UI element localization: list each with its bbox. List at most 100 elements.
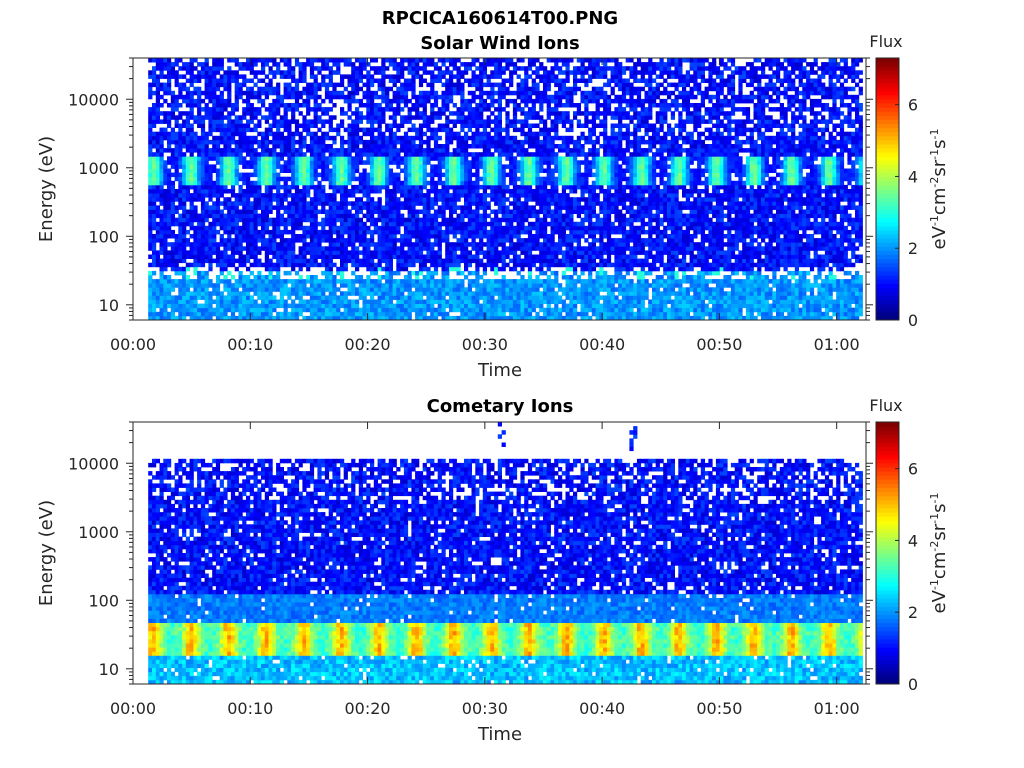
heatmap-cell xyxy=(250,295,254,300)
heatmap-cell xyxy=(317,95,321,100)
heatmap-cell xyxy=(156,91,160,96)
heatmap-cell xyxy=(265,173,269,178)
heatmap-cell xyxy=(152,189,156,194)
heatmap-cell xyxy=(348,210,352,215)
heatmap-cell xyxy=(186,275,190,280)
heatmap-cell xyxy=(378,132,382,137)
heatmap-cell xyxy=(314,132,318,137)
heatmap-cell xyxy=(276,103,280,108)
heatmap-cell xyxy=(314,218,318,223)
heatmap-cell xyxy=(148,177,152,182)
heatmap-cell xyxy=(160,83,164,88)
heatmap-cell xyxy=(385,197,389,202)
heatmap-cell xyxy=(156,287,160,292)
heatmap-cell xyxy=(494,193,498,198)
heatmap-cell xyxy=(483,295,487,300)
heatmap-cell xyxy=(449,152,453,157)
heatmap-cell xyxy=(445,193,449,198)
heatmap-cell xyxy=(276,107,280,112)
heatmap-cell xyxy=(348,226,352,231)
heatmap-cell xyxy=(178,291,182,296)
heatmap-cell xyxy=(242,246,246,251)
heatmap-cell xyxy=(381,164,385,169)
heatmap-cell xyxy=(287,156,291,161)
heatmap-cell xyxy=(419,295,423,300)
heatmap-cell xyxy=(186,95,190,100)
heatmap-cell xyxy=(378,83,382,88)
heatmap-cell xyxy=(223,83,227,88)
heatmap-cell xyxy=(156,152,160,157)
heatmap-cell xyxy=(381,181,385,186)
heatmap-cell xyxy=(291,201,295,206)
heatmap-cell xyxy=(336,218,340,223)
heatmap-cell xyxy=(449,128,453,133)
heatmap-cell xyxy=(197,99,201,104)
heatmap-cell xyxy=(329,295,333,300)
heatmap-cell xyxy=(355,144,359,149)
heatmap-cell xyxy=(287,230,291,235)
heatmap-cell xyxy=(220,136,224,141)
heatmap-cell xyxy=(468,83,472,88)
heatmap-cell xyxy=(299,210,303,215)
heatmap-cell xyxy=(265,275,269,280)
heatmap-cell xyxy=(223,250,227,255)
heatmap-cell xyxy=(404,279,408,284)
heatmap-cell xyxy=(460,304,464,309)
heatmap-cell xyxy=(434,156,438,161)
heatmap-cell xyxy=(434,95,438,100)
heatmap-cell xyxy=(235,95,239,100)
heatmap-cell xyxy=(235,152,239,157)
heatmap-cell xyxy=(205,238,209,243)
heatmap-cell xyxy=(325,230,329,235)
heatmap-cell xyxy=(306,275,310,280)
heatmap-cell xyxy=(242,164,246,169)
heatmap-cell xyxy=(310,177,314,182)
heatmap-cell xyxy=(257,193,261,198)
heatmap-cell xyxy=(287,70,291,75)
heatmap-cell xyxy=(389,218,393,223)
heatmap-cell xyxy=(457,107,461,112)
heatmap-cell xyxy=(460,156,464,161)
heatmap-cell xyxy=(445,267,449,272)
heatmap-cell xyxy=(284,95,288,100)
heatmap-cell xyxy=(299,152,303,157)
heatmap-cell xyxy=(385,267,389,272)
heatmap-cell xyxy=(216,160,220,165)
heatmap-cell xyxy=(457,83,461,88)
heatmap-cell xyxy=(381,99,385,104)
heatmap-cell xyxy=(453,160,457,165)
heatmap-cell xyxy=(148,95,152,100)
heatmap-cell xyxy=(186,66,190,71)
heatmap-cell xyxy=(265,181,269,186)
heatmap-cell xyxy=(502,250,506,255)
heatmap-cell xyxy=(152,70,156,75)
heatmap-cell xyxy=(291,255,295,260)
heatmap-cell xyxy=(197,230,201,235)
heatmap-cell xyxy=(261,300,265,305)
heatmap-cell xyxy=(411,189,415,194)
heatmap-cell xyxy=(464,312,468,317)
heatmap-cell xyxy=(438,181,442,186)
heatmap-cell xyxy=(201,263,205,268)
heatmap-cell xyxy=(363,287,367,292)
heatmap-cell xyxy=(332,295,336,300)
heatmap-cell xyxy=(190,283,194,288)
heatmap-cell xyxy=(363,230,367,235)
heatmap-cell xyxy=(400,156,404,161)
heatmap-cell xyxy=(321,58,325,63)
heatmap-cell xyxy=(272,300,276,305)
heatmap-cell xyxy=(329,169,333,174)
heatmap-cell xyxy=(430,259,434,264)
heatmap-cell xyxy=(348,173,352,178)
heatmap-cell xyxy=(419,140,423,145)
heatmap-cell xyxy=(310,185,314,190)
heatmap-cell xyxy=(321,144,325,149)
heatmap-cell xyxy=(208,164,212,169)
heatmap-cell xyxy=(235,242,239,247)
heatmap-cell xyxy=(426,140,430,145)
heatmap-cell xyxy=(453,242,457,247)
heatmap-cell xyxy=(227,87,231,92)
heatmap-cell xyxy=(231,304,235,309)
heatmap-cell xyxy=(374,308,378,313)
heatmap-cell xyxy=(325,74,329,79)
